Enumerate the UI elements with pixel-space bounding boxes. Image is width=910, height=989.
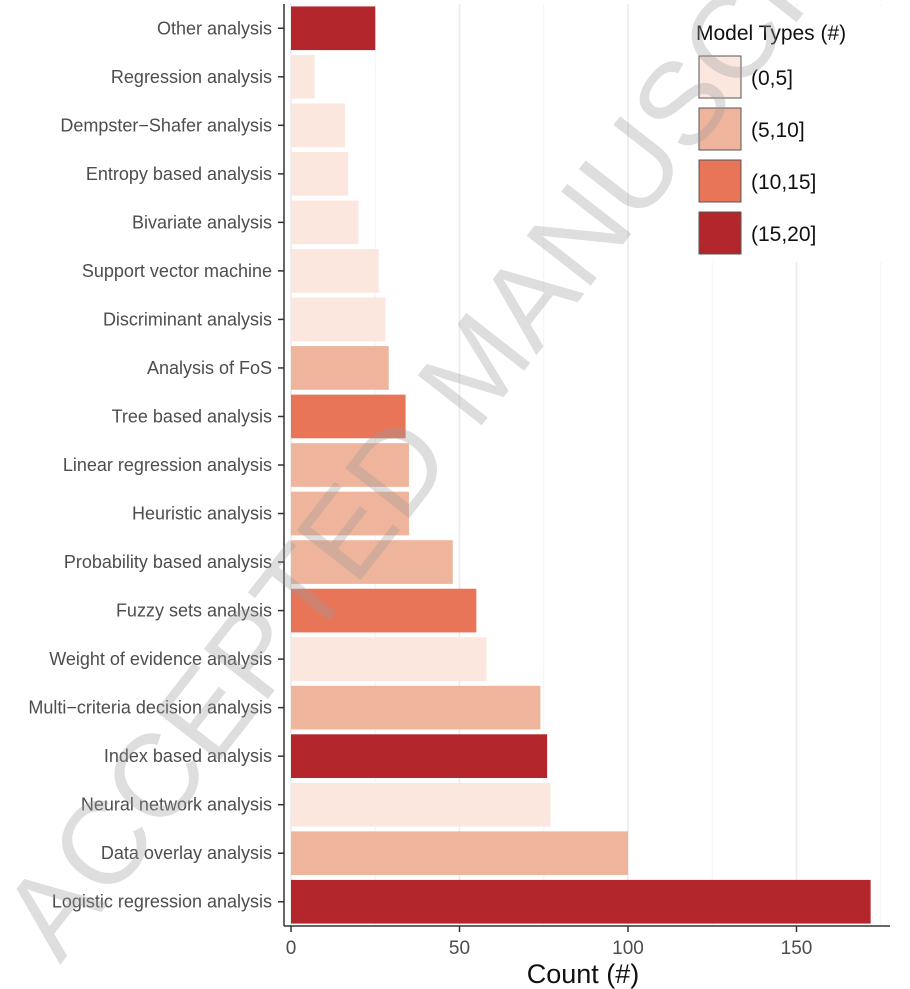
bar-logistic-regression-analysis [291,879,871,924]
y-tick-label-multi-criteria-decision-analysis: Multi−criteria decision analysis [28,698,272,718]
bar-discriminant-analysis [291,297,386,342]
y-tick-label-weight-of-evidence-analysis: Weight of evidence analysis [49,649,272,669]
bar-regression-analysis [291,54,315,99]
bar-data-overlay-analysis [291,831,628,876]
bar-analysis-of-fos [291,346,389,390]
x-tick-label-0: 0 [286,938,297,959]
y-tick-label-fuzzy-sets-analysis: Fuzzy sets analysis [116,601,272,621]
legend-label-5-10: (5,10] [751,119,805,142]
x-tick-label-100: 100 [612,938,644,959]
legend-title: Model Types (#) [696,22,846,45]
legend-key-0-5 [698,55,742,99]
bar-entropy-based-analysis [291,152,349,196]
y-tick-label-index-based-analysis: Index based analysis [104,746,272,766]
y-tick-label-discriminant-analysis: Discriminant analysis [103,309,272,329]
y-tick-label-logistic-regression-analysis: Logistic regression analysis [52,892,272,912]
bar-index-based-analysis [291,734,548,778]
legend-label-10-15: (10,15] [751,171,816,194]
y-tick-label-heuristic-analysis: Heuristic analysis [132,504,272,524]
y-tick-label-neural-network-analysis: Neural network analysis [81,795,272,815]
bar-weight-of-evidence-analysis [291,637,487,681]
legend-key-10-15 [698,159,742,203]
y-tick-label-entropy-based-analysis: Entropy based analysis [86,164,272,184]
bar-fuzzy-sets-analysis [291,588,477,633]
y-tick-label-tree-based-analysis: Tree based analysis [112,406,272,426]
bar-multi-criteria-decision-analysis [291,685,541,730]
legend-label-15-20: (15,20] [751,223,816,246]
bar-neural-network-analysis [291,782,551,827]
bar-tree-based-analysis [291,394,406,439]
y-tick-label-support-vector-machine: Support vector machine [82,261,272,281]
x-tick-label-150: 150 [781,938,813,959]
y-tick-label-dempster-shafer-analysis: Dempster−Shafer analysis [60,115,272,135]
bar-bivariate-analysis [291,200,359,245]
bar-heuristic-analysis [291,491,409,536]
bar-support-vector-machine [291,249,379,293]
y-tick-label-probability-based-analysis: Probability based analysis [64,552,272,572]
legend-key-5-10 [698,107,742,151]
y-tick-label-linear-regression-analysis: Linear regression analysis [63,455,272,475]
bar-probability-based-analysis [291,540,453,584]
legend-label-0-5: (0,5] [751,67,793,90]
legend-key-15-20 [698,211,742,255]
x-axis: 0 50 100 150 [286,926,813,959]
y-tick-label-regression-analysis: Regression analysis [111,67,272,87]
legend: Model Types (#) (0,5] (5,10] (10,15] (15,20… [686,6,902,262]
bar-linear-regression-analysis [291,443,409,487]
x-tick-label-50: 50 [449,938,470,959]
y-tick-label-analysis-of-fos: Analysis of FoS [147,358,272,378]
y-tick-label-bivariate-analysis: Bivariate analysis [132,212,272,232]
y-tick-labels: Other analysis Regression analysis Dempste… [28,18,284,912]
bar-dempster-shafer-analysis [291,103,345,148]
x-axis-title: Count (#) [527,959,640,989]
bars [291,6,871,924]
bar-other-analysis [291,6,376,51]
y-tick-label-other-analysis: Other analysis [157,18,272,38]
y-tick-label-data-overlay-analysis: Data overlay analysis [101,843,272,863]
